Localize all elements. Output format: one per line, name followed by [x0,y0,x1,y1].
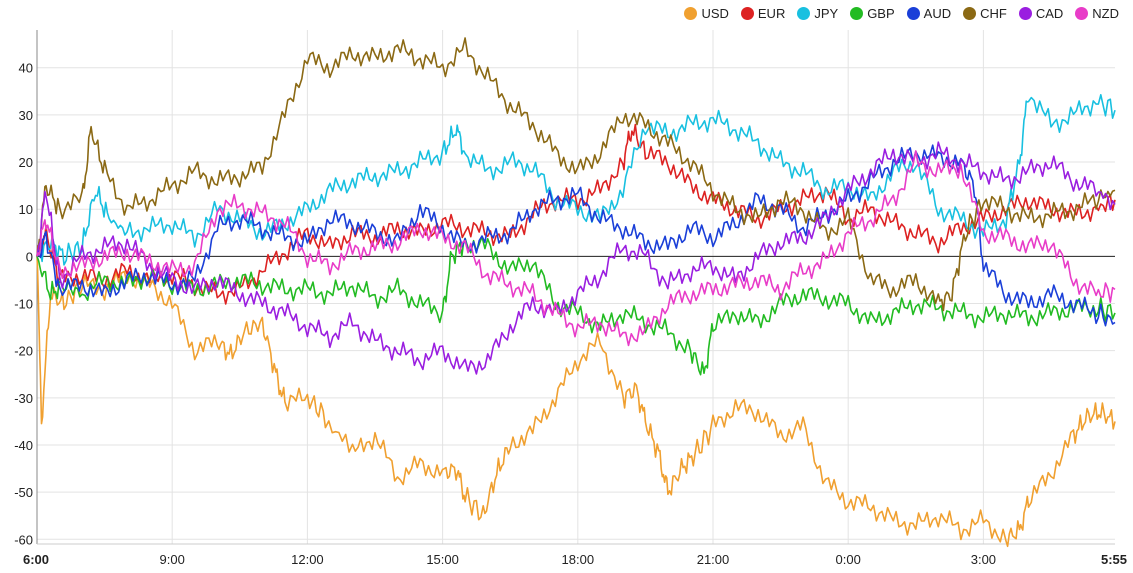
legend-label: AUD [923,6,952,21]
series-line-gbp [36,235,1116,376]
series-line-cad [36,141,1116,375]
series-line-aud [36,144,1116,327]
legend-label: GBP [867,6,895,21]
legend-label: NZD [1092,6,1119,21]
legend-swatch-icon [906,7,920,20]
legend-item-nzd[interactable]: NZD [1075,6,1119,21]
series-line-jpy [36,94,1116,266]
x-tick-label: 18:00 [562,552,595,567]
y-tick-label: -40 [14,438,33,453]
series-line-nzd [36,150,1116,347]
series-line-chf [36,37,1116,312]
legend-label: USD [701,6,729,21]
y-tick-label: -60 [14,532,33,547]
legend-swatch-icon [740,7,754,20]
y-tick-label: -50 [14,485,33,500]
series-line-usd [36,256,1116,548]
x-tick-label: 15:00 [426,552,459,567]
axis-layer: 40 30 20 10 0 -10 -20 -30 -40 -50 -60 6:00 9:00 12:00… [14,30,1127,567]
y-tick-label: 40 [19,61,33,76]
legend-item-cad[interactable]: CAD [1018,6,1064,21]
x-tick-label: 21:00 [697,552,730,567]
legend-item-chf[interactable]: CHF [963,6,1007,21]
legend-swatch-icon [1018,7,1032,20]
y-tick-label: -10 [14,297,33,312]
x-tick-label: 9:00 [160,552,185,567]
y-tick-label: 10 [19,202,33,217]
series-layer [36,37,1116,548]
legend-label: EUR [757,6,786,21]
legend-swatch-icon [850,7,864,20]
legend-item-gbp[interactable]: GBP [850,6,895,21]
legend-swatch-icon [963,7,977,20]
y-tick-label: 30 [19,108,33,123]
legend-swatch-icon [797,7,811,20]
legend: USD EUR JPY GBP AUD CHF CAD NZD [684,6,1119,21]
legend-swatch-icon [1075,7,1089,20]
y-tick-label: 0 [26,249,33,264]
x-tick-label: 3:00 [971,552,996,567]
x-tick-label: 0:00 [836,552,861,567]
y-tick-label: 20 [19,155,33,170]
legend-item-aud[interactable]: AUD [906,6,952,21]
legend-item-usd[interactable]: USD [684,6,729,21]
legend-label: JPY [814,6,839,21]
legend-swatch-icon [684,7,698,20]
series-line-eur [36,123,1116,305]
legend-item-eur[interactable]: EUR [740,6,786,21]
x-tick-label: 6:00 [23,552,49,567]
legend-label: CHF [980,6,1007,21]
y-tick-label: -20 [14,344,33,359]
y-tick-label: -30 [14,391,33,406]
x-tick-label: 12:00 [291,552,324,567]
legend-item-jpy[interactable]: JPY [797,6,838,21]
x-tick-label: 5:55 [1101,552,1127,567]
legend-label: CAD [1035,6,1064,21]
